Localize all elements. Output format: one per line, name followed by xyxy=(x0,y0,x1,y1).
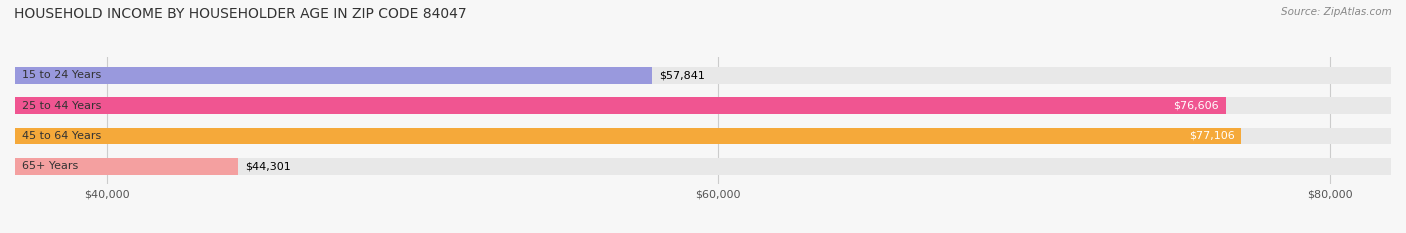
Bar xyxy=(15,158,238,175)
Text: $76,606: $76,606 xyxy=(1174,100,1219,110)
Bar xyxy=(15,127,1391,144)
Text: 65+ Years: 65+ Years xyxy=(22,161,79,171)
Bar xyxy=(15,67,1391,83)
Text: $57,841: $57,841 xyxy=(659,70,704,80)
Bar xyxy=(15,97,1391,114)
Text: HOUSEHOLD INCOME BY HOUSEHOLDER AGE IN ZIP CODE 84047: HOUSEHOLD INCOME BY HOUSEHOLDER AGE IN Z… xyxy=(14,7,467,21)
Bar xyxy=(15,158,1391,175)
Bar xyxy=(15,127,1241,144)
Text: Source: ZipAtlas.com: Source: ZipAtlas.com xyxy=(1281,7,1392,17)
Text: 45 to 64 Years: 45 to 64 Years xyxy=(22,131,101,141)
Text: 25 to 44 Years: 25 to 44 Years xyxy=(22,100,101,110)
Text: $77,106: $77,106 xyxy=(1188,131,1234,141)
Text: $44,301: $44,301 xyxy=(245,161,291,171)
Bar xyxy=(15,67,652,83)
Text: 15 to 24 Years: 15 to 24 Years xyxy=(22,70,101,80)
Bar xyxy=(15,97,1226,114)
